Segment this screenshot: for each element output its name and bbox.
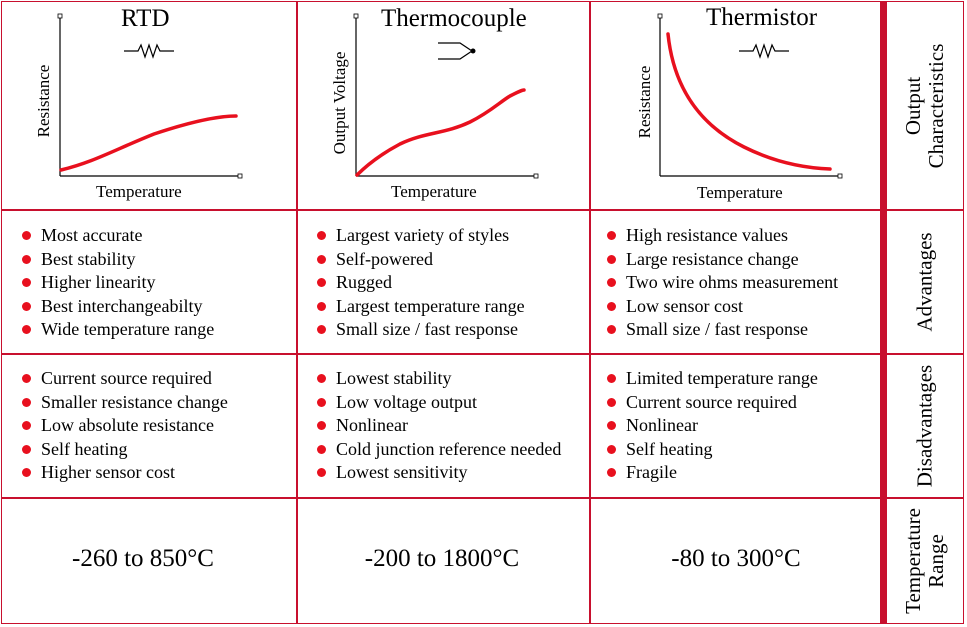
list-item: Large resistance change — [607, 248, 838, 272]
row-label-line: Output — [901, 76, 925, 136]
list-item: Lowest stability — [317, 367, 561, 391]
list-item: Low voltage output — [317, 391, 561, 415]
list-item: Higher linearity — [22, 271, 214, 295]
thermocouple-temperature-range: -200 to 1800°C — [364, 545, 520, 572]
thermistor-title: Thermistor — [706, 4, 818, 31]
list-item: Limited temperature range — [607, 367, 818, 391]
list-item: Higher sensor cost — [22, 461, 228, 485]
thermistor-disadvantages-list: Limited temperature range Current source… — [607, 367, 818, 485]
rtd-x-axis-label: Temperature — [96, 182, 182, 201]
label-column-divider — [880, 1, 887, 624]
thermistor-curve — [666, 32, 832, 171]
thermocouple-y-axis-label: Output Voltage — [330, 51, 349, 155]
list-item: Small size / fast response — [607, 318, 838, 342]
thermocouple-advantages-list: Largest variety of styles Self-powered R… — [317, 224, 525, 342]
rtd-y-axis-label: Resistance — [34, 64, 53, 138]
row-divider — [1, 353, 964, 355]
list-item: Largest variety of styles — [317, 224, 525, 248]
list-item: Most accurate — [22, 224, 214, 248]
list-item: Wide temperature range — [22, 318, 214, 342]
column-divider — [589, 1, 591, 624]
rtd-temperature-range: -260 to 850°C — [72, 545, 214, 572]
row-label-line: Characteristics — [924, 43, 948, 169]
list-item: Current source required — [22, 367, 228, 391]
thermistor-advantages-list: High resistance values Large resistance … — [607, 224, 838, 342]
thermistor-temperature-range: -80 to 300°C — [671, 545, 801, 572]
list-item: Fragile — [607, 461, 818, 485]
list-item: High resistance values — [607, 224, 838, 248]
rtd-curve — [59, 114, 238, 172]
rtd-resistor-icon — [124, 43, 174, 59]
list-item: Low sensor cost — [607, 295, 838, 319]
thermocouple-curve — [355, 88, 526, 177]
list-item: Largest temperature range — [317, 295, 525, 319]
thermocouple-output-chart — [353, 13, 539, 179]
list-item: Self heating — [607, 438, 818, 462]
row-label-advantages: Advantages — [912, 232, 937, 332]
list-item: Low absolute resistance — [22, 414, 228, 438]
row-label-disadvantages: Disadvantages — [912, 364, 937, 488]
list-item: Best stability — [22, 248, 214, 272]
list-item: Nonlinear — [317, 414, 561, 438]
thermocouple-title: Thermocouple — [381, 5, 527, 32]
rtd-output-chart — [57, 13, 243, 179]
list-item: Self heating — [22, 438, 228, 462]
row-label-line: Disadvantages — [912, 364, 937, 488]
rtd-disadvantages-list: Current source required Smaller resistan… — [22, 367, 228, 485]
row-label-line: Advantages — [912, 232, 937, 332]
thermistor-resistor-icon — [739, 43, 789, 59]
thermistor-x-axis-label: Temperature — [697, 183, 783, 202]
list-item: Self-powered — [317, 248, 525, 272]
thermocouple-junction-icon — [438, 42, 476, 60]
thermocouple-disadvantages-list: Lowest stability Low voltage output Nonl… — [317, 367, 561, 485]
list-item: Two wire ohms measurement — [607, 271, 838, 295]
row-label-temperature-range: Temperature Range — [901, 508, 948, 614]
list-item: Small size / fast response — [317, 318, 525, 342]
list-item: Smaller resistance change — [22, 391, 228, 415]
rtd-title: RTD — [121, 5, 170, 32]
column-divider — [296, 1, 298, 624]
list-item: Nonlinear — [607, 414, 818, 438]
thermistor-y-axis-label: Resistance — [635, 65, 654, 139]
rtd-advantages-list: Most accurate Best stability Higher line… — [22, 224, 214, 342]
list-item: Rugged — [317, 271, 525, 295]
list-item: Best interchangeabilty — [22, 295, 214, 319]
list-item: Current source required — [607, 391, 818, 415]
row-label-line: Range — [924, 534, 948, 588]
row-label-line: Temperature — [901, 508, 925, 614]
row-divider — [1, 209, 964, 211]
list-item: Cold junction reference needed — [317, 438, 561, 462]
thermistor-output-chart — [657, 13, 843, 179]
row-divider — [1, 497, 964, 499]
thermocouple-x-axis-label: Temperature — [391, 182, 477, 201]
row-label-output-characteristics: Output Characteristics — [901, 43, 948, 169]
list-item: Lowest sensitivity — [317, 461, 561, 485]
